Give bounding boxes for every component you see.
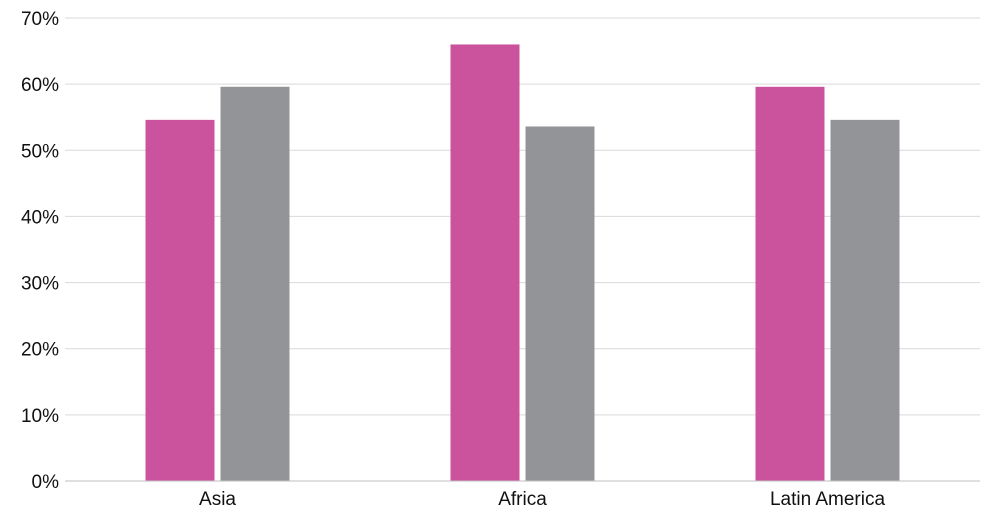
bar-asia-series-2 [220, 86, 290, 481]
bars [145, 44, 900, 482]
bar-asia-series-1 [145, 119, 215, 482]
y-tick-label: 10% [21, 406, 59, 427]
y-tick-label: 50% [21, 141, 59, 162]
bar-africa-series-1 [450, 44, 520, 481]
y-axis-tick-labels: 0% 10% 20% 30% 40% 50% 60% 70% [21, 9, 59, 493]
bar-latin-america-series-1 [755, 86, 825, 481]
y-tick-label: 30% [21, 274, 59, 295]
y-tick-label: 60% [21, 75, 59, 96]
x-axis-category-labels: Asia Africa Latin America [199, 489, 885, 509]
y-tick-label: 0% [32, 472, 60, 493]
x-category-label: Asia [199, 489, 236, 509]
x-category-label: Africa [498, 489, 547, 509]
x-category-label: Latin America [770, 489, 886, 509]
y-tick-label: 70% [21, 9, 59, 30]
y-tick-label: 20% [21, 340, 59, 361]
bar-latin-america-series-2 [830, 119, 900, 482]
y-tick-label: 40% [21, 207, 59, 228]
bar-africa-series-2 [525, 126, 595, 481]
gridlines [65, 17, 980, 416]
